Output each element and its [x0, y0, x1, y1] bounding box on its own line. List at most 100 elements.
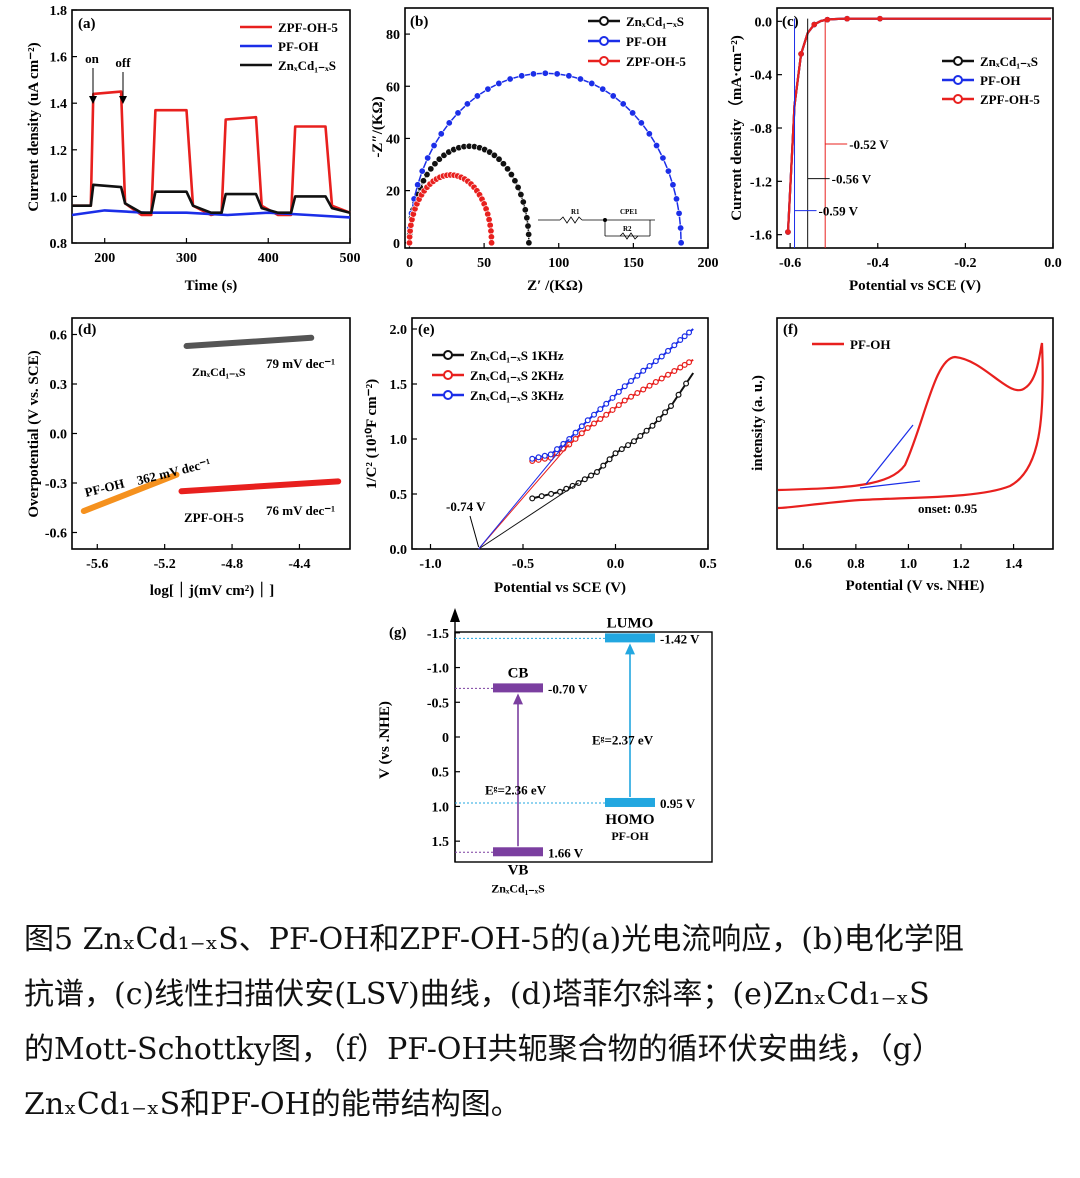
panel-c-ytick-label: -1.2	[750, 175, 772, 190]
panel-f-xtick-label: 1.4	[1005, 557, 1023, 572]
panel-c-point-2	[877, 15, 883, 22]
panel-label-f: (f)	[783, 322, 798, 338]
panel-b-point-0	[431, 160, 439, 168]
panel-c-ytick-label: 0.0	[755, 15, 773, 30]
panel-a-ytick-label: 1.6	[50, 51, 68, 66]
panel-c-legend-label: ZPF-OH-5	[980, 92, 1040, 107]
panel-b-ytick-label: 60	[386, 80, 400, 95]
panel-b-legend-marker	[599, 56, 609, 66]
panel-b-point-0	[440, 151, 448, 159]
panel-e-point-2	[578, 423, 585, 430]
panel-e-point-0	[548, 490, 555, 497]
panel-f-tangent-1	[865, 424, 914, 485]
panel-b-point-1	[675, 209, 683, 217]
panel-c-ylabel: Current density （mA·cm⁻²)	[727, 35, 745, 220]
panel-b-point-1	[619, 100, 627, 108]
panel-g-top-label-0: CB	[508, 665, 529, 681]
panel-e-point-2	[615, 388, 622, 395]
panel-e-point-2	[646, 362, 653, 369]
panel-a-ytick-label: 0.8	[50, 237, 68, 252]
panel-b-point-0	[525, 239, 533, 247]
panel-g-top-label-1: LUMO	[607, 615, 654, 631]
panel-c-legend-marker	[953, 56, 963, 66]
panel-a-ytick-label: 1.4	[50, 97, 68, 112]
panel-g-ytick-label: -1.5	[427, 627, 449, 642]
panel-e-point-1	[572, 435, 579, 442]
panel-e-point-2	[686, 329, 693, 336]
panel-e-point-0	[637, 432, 644, 439]
panel-b-ytick-label: 80	[386, 28, 400, 43]
panel-e-xtick-label: -0.5	[512, 557, 534, 572]
panel-e-point-1	[591, 420, 598, 427]
panel-e-point-1	[603, 411, 610, 418]
panel-g-bottom-value-0: 1.66 V	[548, 845, 584, 860]
panel-a-legend-label: PF-OH	[278, 39, 318, 54]
panel-label-g: (g)	[389, 625, 407, 641]
panel-d-series-0	[183, 334, 315, 350]
panel-b-point-1	[645, 130, 653, 138]
panel-d-ytick-label: 0.6	[50, 329, 68, 344]
panel-b-point-1	[529, 70, 537, 78]
caption-line-1: 图5 ZnₓCd₁₋ₓS、PF-OH和ZPF-OH-5的(a)光电流响应，(b)…	[24, 922, 964, 957]
panel-e-fit-line-1	[478, 444, 570, 550]
panel-a-ytick-label: 1.2	[50, 144, 68, 159]
panel-e-point-0	[630, 438, 637, 445]
panel-c-xtick-label: -0.6	[779, 256, 801, 271]
panel-g-arrowhead-0	[513, 693, 523, 705]
panel-e-xtick-label: 0.0	[607, 557, 625, 572]
panel-e-legend-label: ZnₓCd₁₋ₓS 2KHz	[470, 368, 564, 383]
panel-e-point-0	[625, 442, 632, 449]
panel-e-point-0	[662, 409, 669, 416]
panel-e-xtick-label: 0.5	[699, 557, 717, 572]
panel-e-point-0	[606, 456, 613, 463]
panel-e-point-0	[593, 469, 600, 476]
panel-b-point-2	[407, 221, 415, 229]
panel-g-yaxis-arrowhead	[450, 608, 460, 622]
panel-c-annotation-1: -0.56 V	[832, 172, 872, 187]
panel-b-point-0	[504, 165, 512, 173]
panel-c-legend-label: ZnₓCd₁₋ₓS	[980, 54, 1038, 69]
panel-d-xtick-label: -5.6	[86, 557, 108, 572]
panel-e-fit-line-2	[478, 438, 570, 550]
panel-e-legend-marker	[443, 390, 453, 400]
panel-b-circuit-label: CPE1	[620, 208, 638, 216]
panel-b-legend-label: ZnₓCd₁₋ₓS	[626, 14, 684, 29]
panel-b-point-1	[565, 72, 573, 80]
panel-b-point-1	[588, 79, 596, 87]
panel-f-legend-label: PF-OH	[850, 337, 890, 352]
panel-c-ytick-label: -0.4	[750, 69, 772, 84]
panel-b-point-0	[517, 191, 525, 199]
panel-e-point-1	[628, 393, 635, 400]
panel-b-point-1	[669, 181, 677, 189]
panel-b-point-1	[430, 142, 438, 150]
panel-b-point-1	[445, 119, 453, 127]
panel-b-point-1	[463, 100, 471, 108]
panel-e-point-2	[671, 342, 678, 349]
panel-e-point-0	[588, 472, 595, 479]
panel-a-annotation-off: off	[115, 55, 131, 70]
panel-b-ytick-label: 40	[386, 132, 400, 147]
panel-e-point-0	[643, 427, 650, 434]
panel-g-top-value-1: -1.42 V	[660, 631, 700, 646]
panel-e-point-1	[686, 359, 693, 366]
panel-e-point-1	[640, 386, 647, 393]
panel-b-point-0	[523, 214, 531, 222]
panel-d-slope-label-2: 76 mV dec⁻¹	[266, 503, 335, 518]
panel-e-point-0	[612, 450, 619, 457]
panel-e-point-2	[572, 429, 579, 436]
panel-g-band-top-0	[493, 683, 543, 693]
panel-c-xlabel: Potential vs SCE (V)	[849, 278, 981, 294]
panel-label-e: (e)	[418, 322, 435, 338]
panel-d-ytick-label: 0.3	[50, 378, 68, 393]
panel-b-xtick-label: 0	[406, 256, 413, 271]
panel-e-point-0	[649, 422, 656, 429]
panel-b-point-1	[506, 75, 514, 83]
panel-e-point-1	[584, 425, 591, 432]
panel-c-ytick-label: -0.8	[750, 122, 772, 137]
panel-b-point-1	[414, 181, 422, 189]
panel-c-legend-marker	[953, 94, 963, 104]
panel-b-point-0	[427, 165, 435, 173]
panel-e-point-0	[667, 403, 674, 410]
panel-c-xtick-label: -0.2	[954, 256, 976, 271]
panel-b-point-0	[423, 171, 431, 179]
